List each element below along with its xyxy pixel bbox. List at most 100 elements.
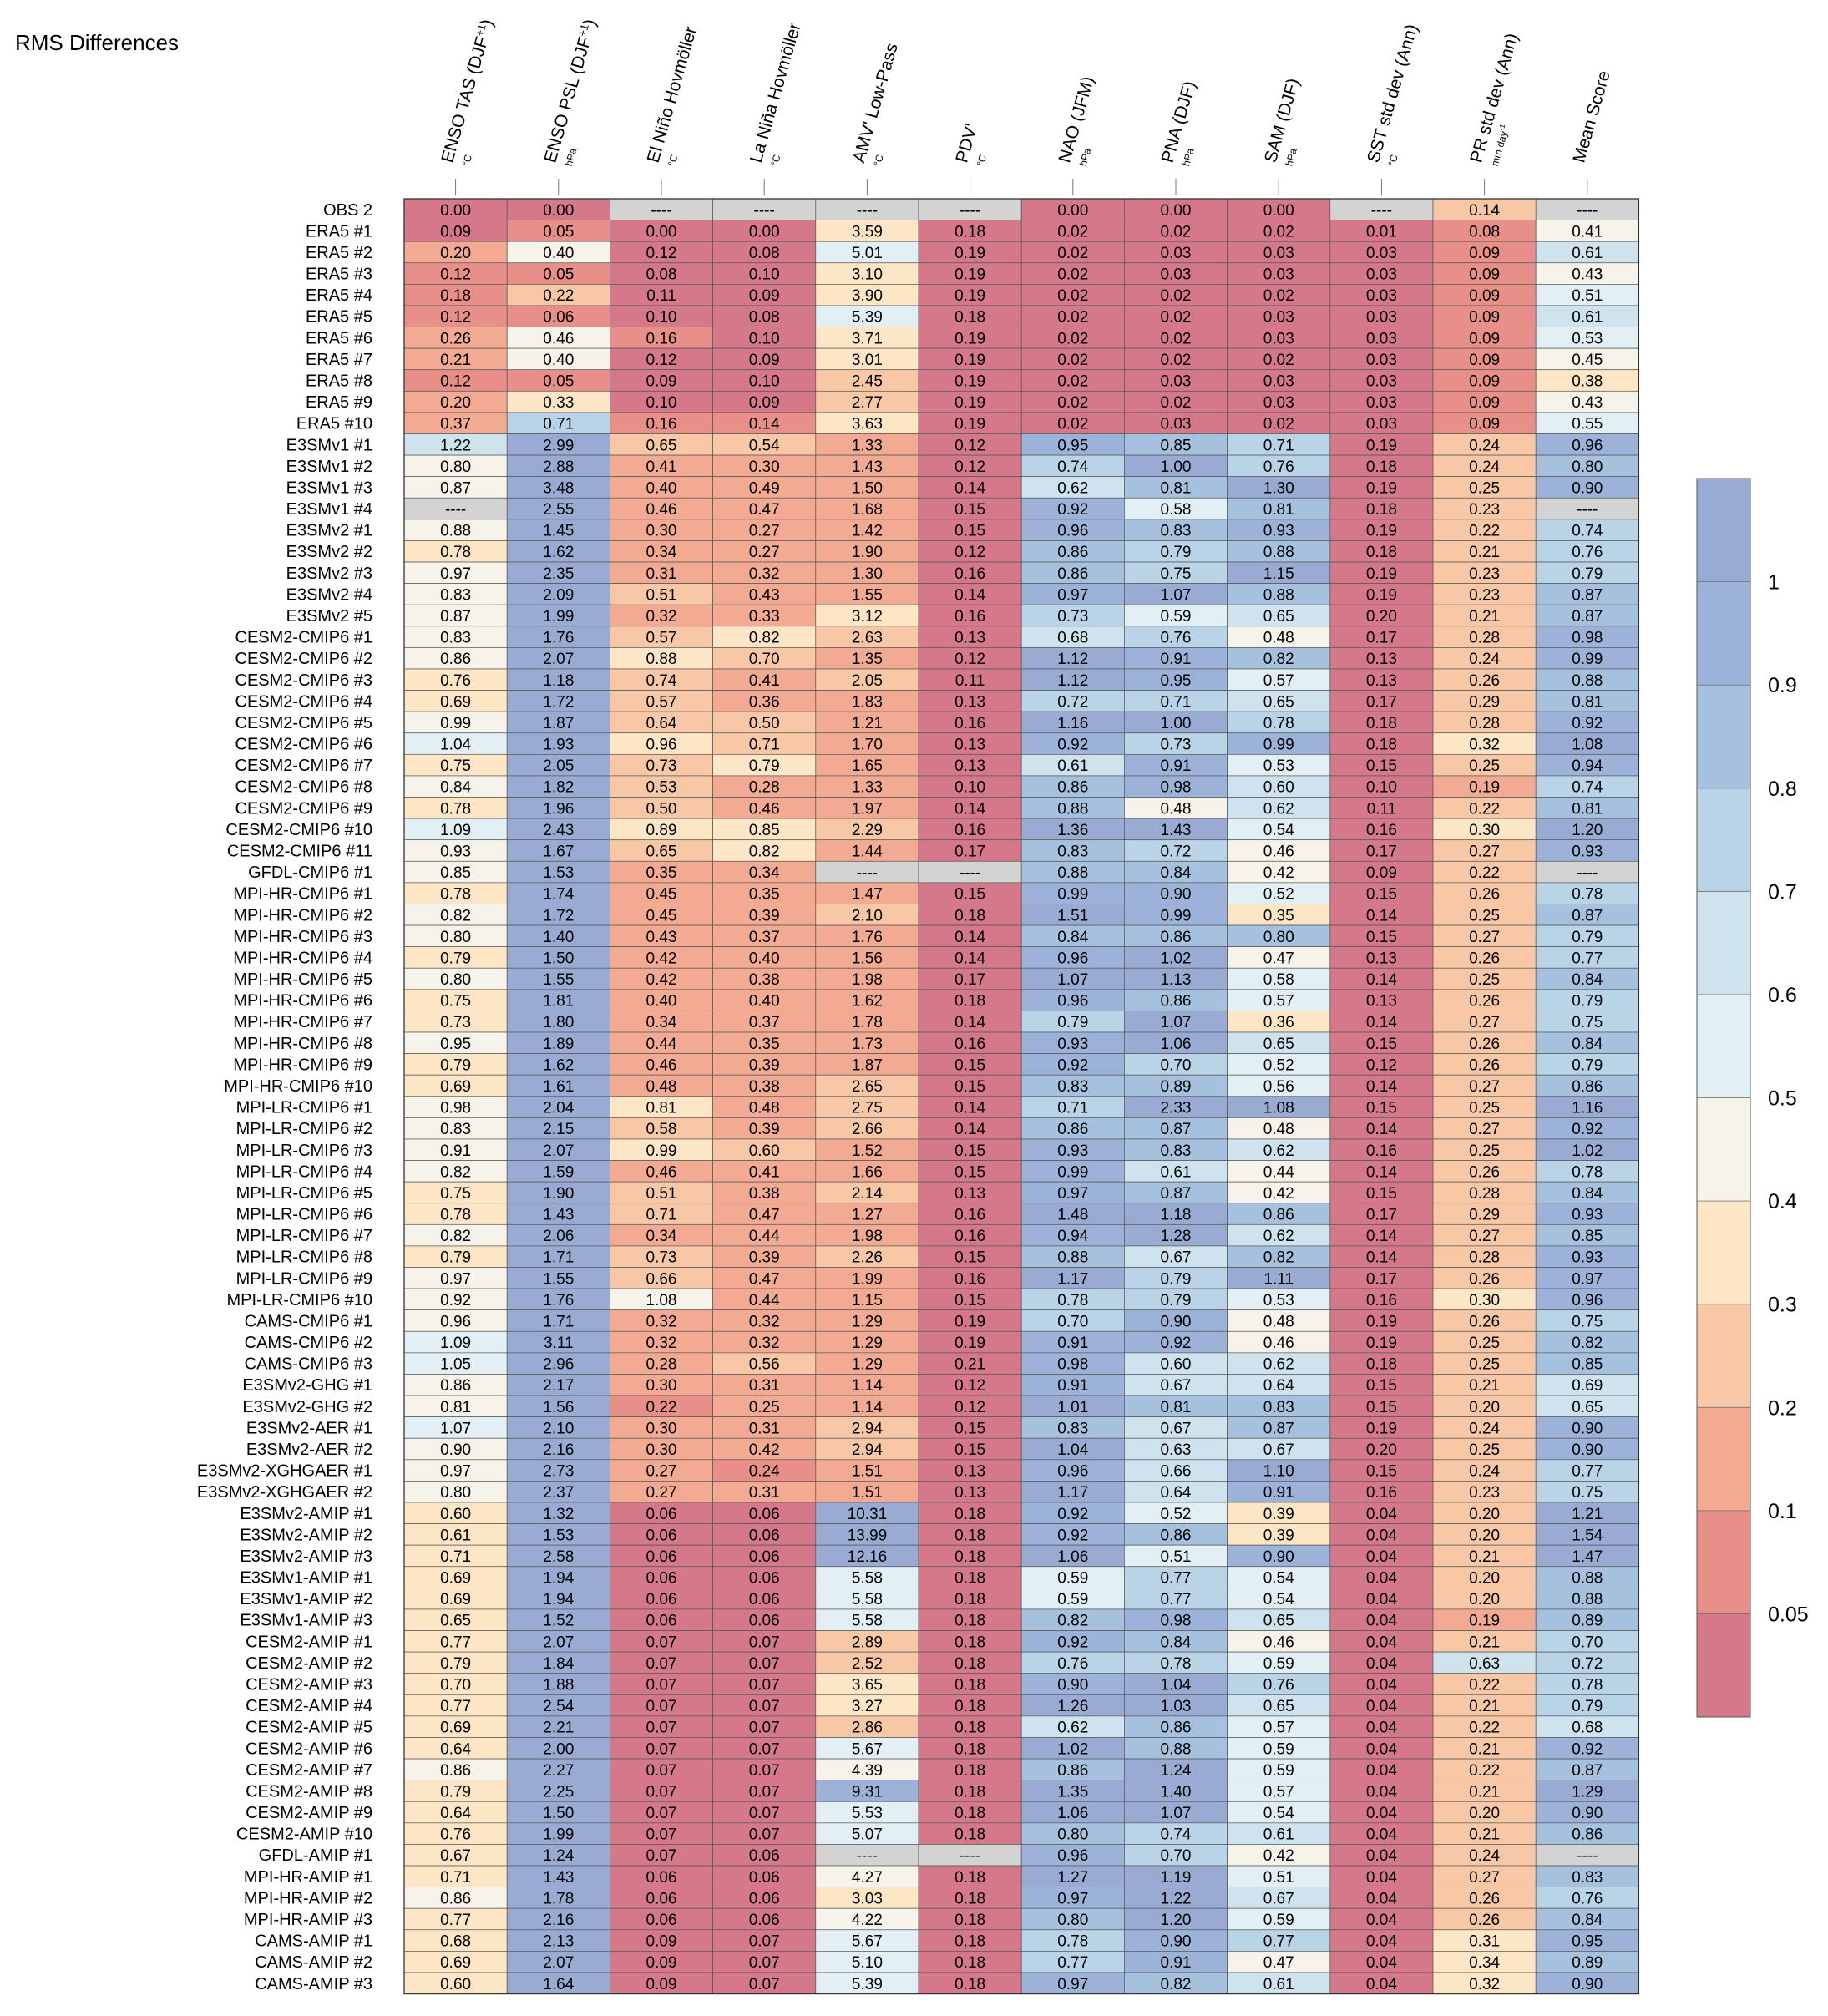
cell-value: 0.02 bbox=[1161, 330, 1192, 347]
heatmap-cell bbox=[1227, 1437, 1331, 1461]
cell-value: 2.88 bbox=[543, 458, 574, 476]
heatmap-cell bbox=[712, 1801, 817, 1824]
cell-value: 0.97 bbox=[1572, 1270, 1603, 1288]
cell-value: 0.86 bbox=[1161, 1720, 1192, 1737]
heatmap-cell bbox=[610, 519, 713, 541]
heatmap-cell bbox=[712, 924, 817, 948]
cell-value: 0.91 bbox=[1057, 1335, 1088, 1352]
heatmap-cell bbox=[1124, 797, 1228, 819]
heatmap-cell bbox=[815, 540, 919, 563]
heatmap-cell bbox=[815, 476, 919, 499]
cell-value: 0.82 bbox=[440, 907, 471, 924]
cell-value: 0.68 bbox=[1057, 630, 1088, 647]
heatmap-cell bbox=[1020, 775, 1125, 798]
cell-value: 0.86 bbox=[1572, 1826, 1603, 1844]
cell-value: 0.12 bbox=[646, 352, 677, 369]
cell-value: 1.24 bbox=[543, 1847, 574, 1865]
cell-value: 0.89 bbox=[1161, 1078, 1192, 1096]
cell-value: 3.63 bbox=[852, 416, 883, 433]
cell-value: 3.10 bbox=[852, 266, 883, 284]
heatmap-cell bbox=[712, 1117, 817, 1140]
cell-value: 1.80 bbox=[543, 1014, 574, 1031]
cell-value: 3.03 bbox=[852, 1890, 883, 1907]
cell-value: 0.08 bbox=[1469, 223, 1500, 241]
cell-value: 0.21 bbox=[1469, 1634, 1500, 1651]
heatmap-cell bbox=[610, 1309, 713, 1332]
cell-value: 0.15 bbox=[1366, 1399, 1397, 1416]
cell-value: 0.78 bbox=[1572, 1677, 1603, 1694]
heatmap-cell bbox=[815, 647, 919, 670]
cell-value: 0.68 bbox=[440, 1933, 471, 1951]
cell-value: ---- bbox=[960, 202, 980, 220]
row-label: CESM2-CMIP6 #5 bbox=[235, 714, 373, 732]
heatmap-cell bbox=[506, 1865, 610, 1887]
heatmap-cell bbox=[610, 1780, 713, 1802]
heatmap-cell bbox=[815, 1011, 919, 1033]
heatmap-cell bbox=[403, 818, 508, 841]
cell-value: 0.14 bbox=[1366, 1249, 1397, 1267]
cell-value: 0.60 bbox=[440, 1976, 471, 1993]
cell-value: 0.98 bbox=[1057, 1356, 1088, 1374]
cell-value: 0.78 bbox=[1263, 715, 1294, 732]
heatmap-cell bbox=[1432, 1437, 1537, 1461]
cell-value: 1.16 bbox=[1057, 715, 1088, 732]
cell-value: 0.24 bbox=[1469, 1847, 1500, 1865]
heatmap-cell bbox=[1020, 1907, 1125, 1931]
cell-value: 0.22 bbox=[1469, 800, 1500, 818]
cell-value: 1.62 bbox=[543, 1056, 574, 1074]
heatmap-cell bbox=[1329, 1780, 1434, 1802]
cell-value: 1.99 bbox=[543, 608, 574, 626]
row-label: MPI-LR-CMIP6 #6 bbox=[236, 1206, 372, 1224]
cell-value: 2.29 bbox=[852, 822, 883, 839]
cell-value: 0.67 bbox=[1263, 1890, 1294, 1907]
cell-value: 0.98 bbox=[1161, 779, 1192, 797]
heatmap-cell bbox=[712, 1544, 817, 1568]
cell-value: 0.38 bbox=[1572, 373, 1603, 391]
cell-value: 5.39 bbox=[852, 1976, 883, 1993]
cell-value: 0.71 bbox=[440, 1869, 471, 1887]
heatmap-cell bbox=[1020, 1544, 1125, 1568]
heatmap-cell bbox=[610, 369, 713, 392]
heatmap-cell bbox=[506, 753, 610, 777]
cell-value: 0.73 bbox=[646, 1249, 677, 1267]
cell-value: 0.83 bbox=[440, 630, 471, 647]
heatmap-cell bbox=[1227, 604, 1331, 627]
cell-value: 3.11 bbox=[544, 1335, 574, 1352]
cell-value: 0.08 bbox=[646, 266, 677, 284]
heatmap-cell bbox=[1535, 1245, 1639, 1268]
cell-value: 0.12 bbox=[1366, 1056, 1397, 1074]
heatmap-cell bbox=[1432, 1737, 1537, 1760]
heatmap-cell bbox=[815, 1951, 919, 1973]
cell-value: 0.90 bbox=[1161, 886, 1192, 904]
heatmap-cell bbox=[1124, 604, 1228, 627]
heatmap-cell bbox=[1020, 1651, 1125, 1674]
heatmap-cell bbox=[403, 1117, 508, 1140]
heatmap-cell bbox=[610, 1416, 713, 1439]
heatmap-cell bbox=[1432, 1651, 1537, 1674]
heatmap-cell bbox=[712, 1865, 817, 1887]
cell-value: 0.54 bbox=[1263, 1570, 1294, 1588]
heatmap-cell bbox=[918, 1481, 1022, 1503]
colorbar-tick-label: 0.7 bbox=[1768, 880, 1797, 904]
heatmap-cell bbox=[815, 690, 919, 712]
cell-value: 0.07 bbox=[646, 1826, 677, 1844]
cell-value: 1.90 bbox=[852, 544, 883, 561]
cell-value: 0.07 bbox=[749, 1655, 780, 1673]
cell-value: 0.67 bbox=[1263, 1441, 1294, 1459]
heatmap-cell bbox=[403, 1245, 508, 1268]
cell-value: 0.96 bbox=[1572, 1292, 1603, 1309]
heatmap-cell bbox=[1124, 412, 1228, 434]
row-label: ERA5 #6 bbox=[306, 329, 372, 347]
cell-value: 0.77 bbox=[1572, 950, 1603, 967]
cell-value: 0.18 bbox=[955, 1506, 985, 1523]
heatmap-cell bbox=[1535, 1758, 1639, 1781]
heatmap-cell bbox=[1535, 1074, 1639, 1097]
heatmap-cell bbox=[712, 690, 817, 712]
heatmap-cell bbox=[506, 1801, 610, 1824]
heatmap-cell bbox=[506, 1459, 610, 1482]
cell-value: 0.84 bbox=[1572, 1036, 1603, 1053]
heatmap-cell bbox=[1020, 327, 1125, 349]
cell-value: 0.86 bbox=[440, 1890, 471, 1907]
column-label: El Niño Hovmöller bbox=[644, 24, 701, 165]
cell-value: 0.56 bbox=[1263, 1078, 1294, 1096]
